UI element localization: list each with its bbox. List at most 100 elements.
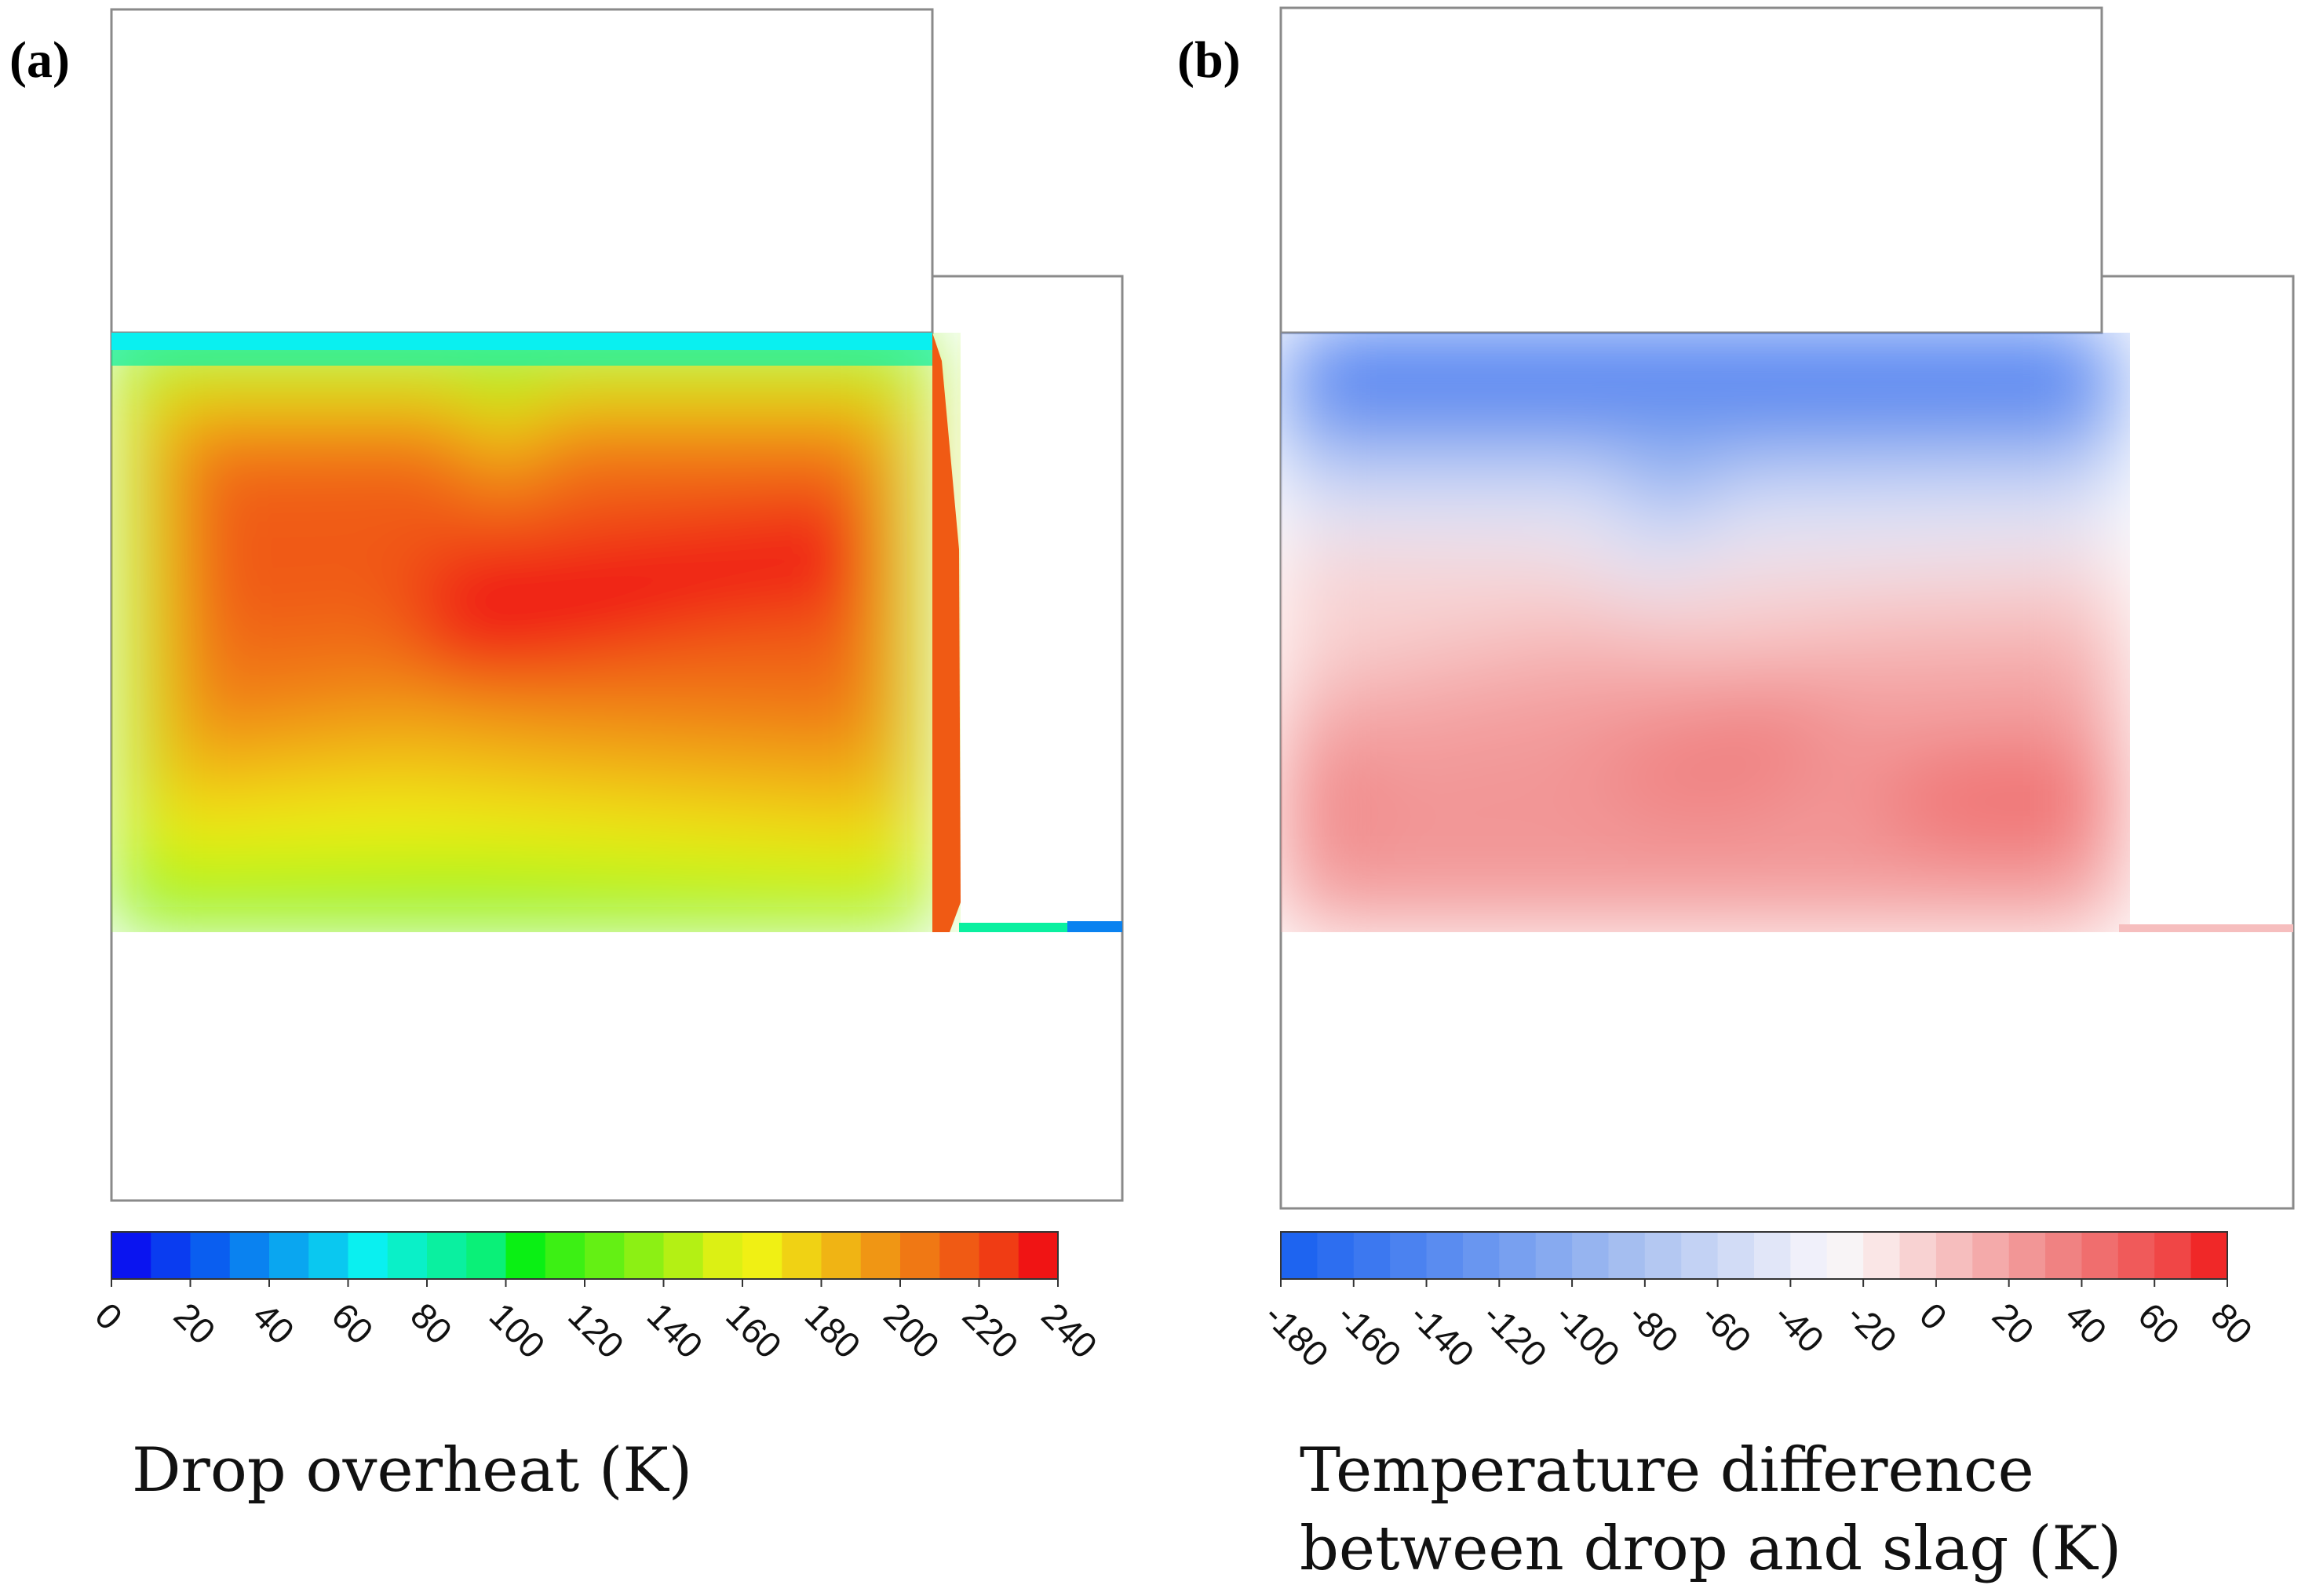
- panel-b-colorbar-swatch: [1790, 1232, 1828, 1279]
- panel-a: (a) 0 20 40 60 80 100 120 140 160 180 200 220 240 Dr…: [9, 8, 1124, 1506]
- panel-b-top-box: [1279, 6, 2103, 334]
- panel-b-colorbar-swatch: [1681, 1232, 1719, 1279]
- panel-a-colorbar-tick-label: 140: [640, 1295, 711, 1366]
- panel-b-colorbar-swatch: [1754, 1232, 1791, 1279]
- panel-a-colorbar-swatch: [624, 1232, 665, 1279]
- panel-b-film: [2119, 924, 2293, 932]
- panel-a-colorbar-swatch: [860, 1232, 901, 1279]
- panel-b-label: (b): [1177, 31, 1241, 89]
- panel-a-colorbar-tick-label: 200: [876, 1295, 947, 1366]
- panel-b-colorbar-swatch: [1281, 1232, 1318, 1279]
- panel-b-colorbar-swatch: [1317, 1232, 1355, 1279]
- panel-a-colorbar-tick-label: 0: [87, 1295, 130, 1338]
- panel-b-colorbar-title-line2: between drop and slag (K): [1300, 1514, 2121, 1584]
- panel-a-colorbar-swatch: [505, 1232, 546, 1279]
- panel-a-colorbar-swatch: [190, 1232, 231, 1279]
- panel-b-field-band: [1593, 691, 1829, 816]
- panel-b-colorbar-tick-label: -20: [1839, 1295, 1905, 1361]
- panel-a-colorbar-swatch: [979, 1232, 1019, 1279]
- panel-a-colorbar-swatch: [1018, 1232, 1059, 1279]
- panel-a-colorbar-tick-label: 40: [245, 1295, 302, 1352]
- panel-b-colorbar-swatch: [1390, 1232, 1428, 1279]
- panel-b-colorbar-swatch: [1972, 1232, 2010, 1279]
- panel-a-film-tip: [1067, 921, 1122, 932]
- panel-a-field-band: [439, 549, 596, 659]
- panel-a-colorbar-swatch: [900, 1232, 940, 1279]
- panel-a-colorbar-tick-label: 220: [955, 1295, 1027, 1366]
- panel-b-colorbar-swatch: [1935, 1232, 1973, 1279]
- panel-a-colorbar-swatch: [545, 1232, 585, 1279]
- panel-b-field-band: [1295, 745, 1366, 855]
- panel-a-colorbar-swatch: [427, 1232, 467, 1279]
- panel-b-colorbar-swatch: [2081, 1232, 2119, 1279]
- panel-b-colorbar-swatch: [1863, 1232, 1901, 1279]
- panel-b-colorbar-tick-label: -40: [1767, 1295, 1833, 1361]
- panel-a-colorbar-tick-label: 120: [560, 1295, 632, 1366]
- panel-b-colorbar-tick-label: 0: [1912, 1295, 1955, 1338]
- panel-a-colorbar-swatch: [585, 1232, 625, 1279]
- panel-b-colorbar-swatch: [2008, 1232, 2046, 1279]
- panel-b-colorbar-tick-label: -60: [1694, 1295, 1760, 1361]
- panel-b-colorbar-swatch: [1717, 1232, 1755, 1279]
- panel-b-field-band: [1303, 333, 2095, 377]
- panel-a-colorbar-tick-label: 20: [166, 1295, 224, 1352]
- panel-b-colorbar-tick-label: -100: [1548, 1295, 1628, 1375]
- panel-b-colorbar-swatch: [1899, 1232, 1937, 1279]
- panel-a-field-top-edge: [111, 333, 932, 350]
- panel-a-colorbar-swatch: [939, 1232, 980, 1279]
- panel-b-colorbar-swatch: [1826, 1232, 1864, 1279]
- panel-a-colorbar-title: Drop overheat (K): [132, 1435, 692, 1506]
- panel-b-colorbar-swatch: [1572, 1232, 1610, 1279]
- panel-b: (b) -180-160-140-120-100-80 -60 -40 -20 0 20 4…: [1177, 6, 2295, 1584]
- panel-a-colorbar-tick-label: 80: [403, 1295, 460, 1352]
- panel-b-colorbar-swatch: [2045, 1232, 2083, 1279]
- panel-b-colorbar-ticks: -180-160-140-120-100-80 -60 -40 -20 0 20 40 60 8…: [1256, 1279, 2260, 1375]
- panel-b-colorbar-swatch: [2117, 1232, 2155, 1279]
- panel-a-colorbar: [111, 1231, 1059, 1280]
- panel-a-colorbar-swatch: [782, 1232, 822, 1279]
- panel-b-colorbar-tick-label: -120: [1475, 1295, 1555, 1375]
- panel-b-colorbar-tick-label: 80: [2203, 1295, 2260, 1352]
- panel-a-colorbar-tick-label: 60: [324, 1295, 381, 1352]
- panel-a-label: (a): [9, 31, 70, 89]
- panel-a-colorbar-swatch: [742, 1232, 782, 1279]
- panel-a-colorbar-swatch: [387, 1232, 428, 1279]
- panel-a-colorbar-ticks: 0 20 40 60 80 100 120 140 160 180 200 220 240: [87, 1279, 1105, 1366]
- panel-a-colorbar-tick-label: 180: [797, 1295, 869, 1366]
- panel-b-colorbar-swatch: [1353, 1232, 1391, 1279]
- panel-a-colorbar-swatch: [151, 1232, 191, 1279]
- panel-a-colorbar-swatch: [348, 1232, 388, 1279]
- panel-b-colorbar-swatch: [1535, 1232, 1573, 1279]
- panel-b-colorbar-title-line1: Temperature difference: [1300, 1435, 2034, 1506]
- panel-a-field-right-strip: [932, 333, 961, 932]
- panel-a-top-box: [110, 8, 934, 334]
- panel-a-colorbar-swatch: [111, 1232, 151, 1279]
- panel-b-field-band: [1884, 753, 2111, 847]
- panel-a-colorbar-swatch: [663, 1232, 704, 1279]
- panel-a-colorbar-swatch: [466, 1232, 507, 1279]
- panel-b-colorbar-swatch: [2190, 1232, 2228, 1279]
- panel-b-colorbar-tick-label: 20: [1985, 1295, 2042, 1352]
- panel-a-field-top-edge-soft: [111, 350, 932, 366]
- panel-b-colorbar-swatch: [1499, 1232, 1537, 1279]
- panel-a-colorbar-swatch: [702, 1232, 743, 1279]
- panel-a-colorbar-swatch: [229, 1232, 270, 1279]
- panel-b-colorbar-swatch: [2154, 1232, 2192, 1279]
- panel-a-temperature-field: [111, 333, 961, 932]
- panel-b-colorbar-tick-label: -180: [1256, 1295, 1337, 1375]
- panel-a-colorbar-tick-label: 100: [482, 1295, 553, 1366]
- panel-b-colorbar-swatch: [1426, 1232, 1464, 1279]
- panel-b-colorbar-tick-label: -160: [1329, 1295, 1410, 1375]
- panel-b-colorbar-swatch: [1644, 1232, 1682, 1279]
- panel-a-colorbar-swatch: [269, 1232, 309, 1279]
- panel-b-colorbar-frame: [1280, 1231, 2228, 1280]
- panel-b-colorbar-swatch: [1608, 1232, 1646, 1279]
- panel-b-colorbar-tick-label: 60: [2130, 1295, 2187, 1352]
- panel-b-temperature-field: [1281, 333, 2119, 932]
- panel-a-colorbar-tick-label: 240: [1034, 1295, 1105, 1366]
- panel-b-colorbar-swatch: [1462, 1232, 1500, 1279]
- panel-b-colorbar: [1280, 1231, 2228, 1280]
- panel-b-colorbar-tick-label: 40: [2058, 1295, 2115, 1352]
- panel-a-colorbar-swatch: [821, 1232, 862, 1279]
